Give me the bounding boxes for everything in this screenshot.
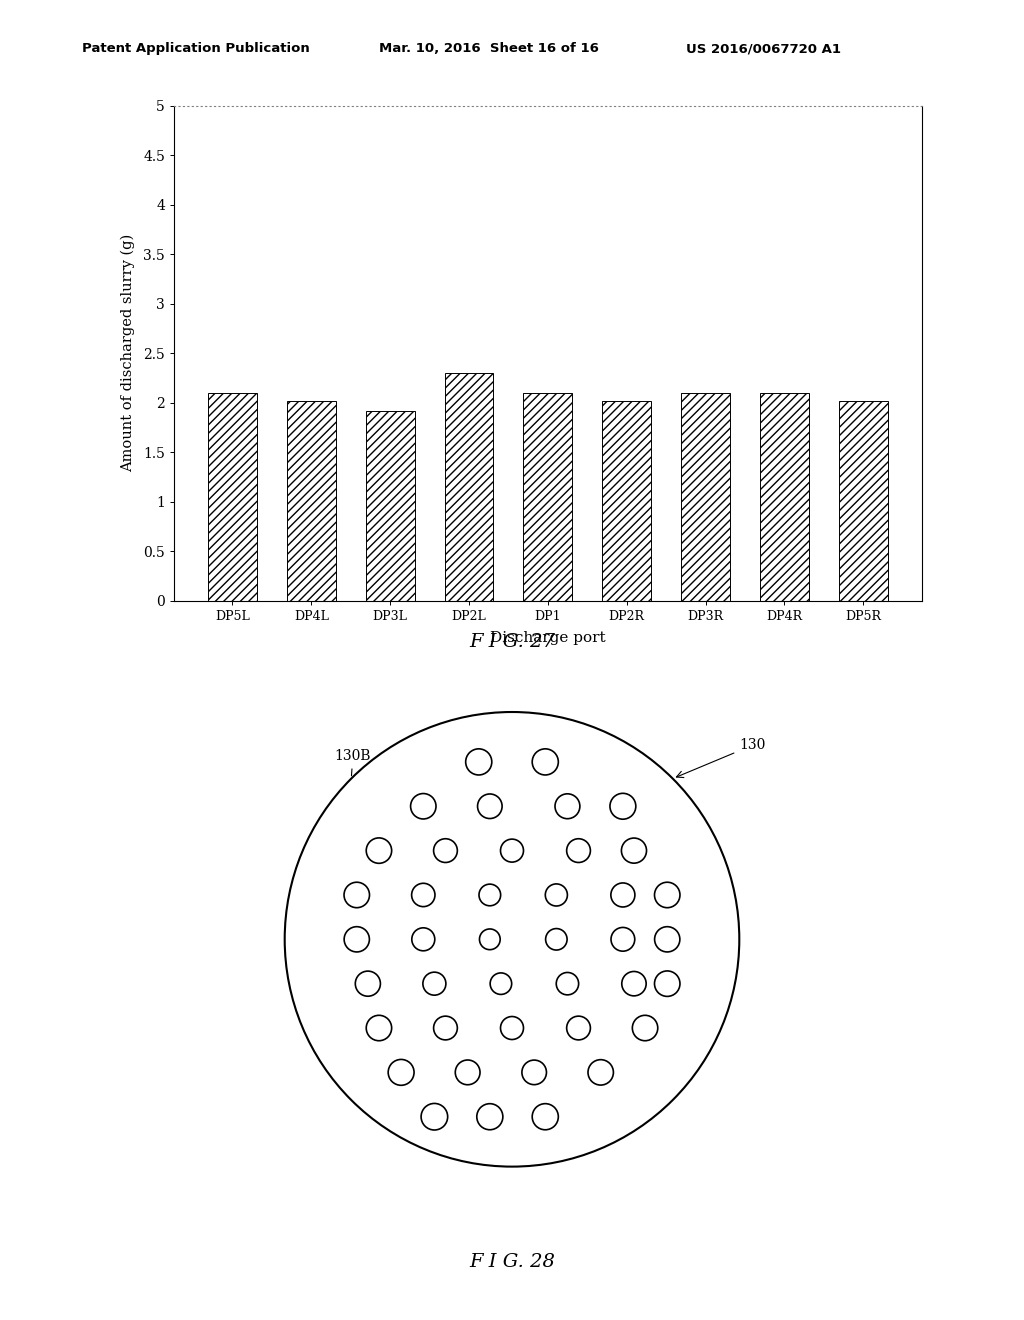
- Bar: [760, 393, 809, 601]
- Bar: [208, 393, 257, 601]
- Text: Mar. 10, 2016  Sheet 16 of 16: Mar. 10, 2016 Sheet 16 of 16: [379, 42, 599, 55]
- Text: 130: 130: [677, 738, 766, 777]
- Y-axis label: Amount of discharged slurry (g): Amount of discharged slurry (g): [121, 234, 135, 473]
- Bar: [287, 400, 336, 601]
- Text: 130B: 130B: [335, 750, 371, 776]
- Text: F I G. 28: F I G. 28: [469, 1253, 555, 1271]
- Text: Patent Application Publication: Patent Application Publication: [82, 42, 309, 55]
- Bar: [681, 393, 730, 601]
- Bar: [602, 400, 651, 601]
- Bar: [444, 372, 494, 601]
- Bar: [366, 411, 415, 601]
- Text: F I G. 27: F I G. 27: [469, 632, 555, 651]
- Text: US 2016/0067720 A1: US 2016/0067720 A1: [686, 42, 841, 55]
- X-axis label: Discharge port: Discharge port: [490, 631, 605, 645]
- Bar: [523, 393, 572, 601]
- Bar: [839, 400, 888, 601]
